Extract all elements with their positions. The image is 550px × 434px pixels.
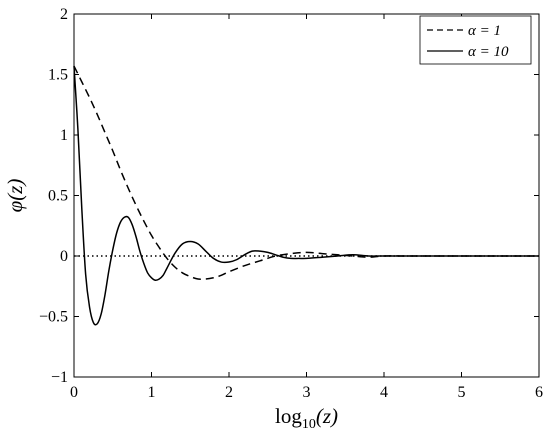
x-tick-label: 6 <box>535 384 543 401</box>
y-tick-label: 0.5 <box>48 188 68 205</box>
y-tick-label: −1 <box>51 369 68 386</box>
legend: α = 1 α = 10 <box>420 16 531 64</box>
y-tick-label: −0.5 <box>39 309 68 326</box>
x-axis-label-argument: (z) <box>316 404 338 428</box>
y-tick-label: 2 <box>60 6 68 23</box>
y-tick-label: 1.5 <box>48 67 68 84</box>
x-tick-label: 0 <box>70 384 78 401</box>
x-tick-label: 2 <box>225 384 233 401</box>
legend-label-alpha-1: α = 1 <box>468 23 501 39</box>
x-tick-label: 4 <box>380 384 388 401</box>
y-axis-label: φ(z) <box>3 179 27 213</box>
legend-label-alpha-10: α = 10 <box>468 44 509 60</box>
x-axis-label-subscript: 10 <box>302 417 316 432</box>
y-tick-label: 1 <box>60 127 68 144</box>
x-tick-label: 5 <box>458 384 466 401</box>
x-tick-label: 3 <box>303 384 311 401</box>
x-tick-label: 1 <box>148 384 156 401</box>
x-axis-label-base: log <box>275 404 302 428</box>
y-tick-label: 0 <box>60 248 68 265</box>
